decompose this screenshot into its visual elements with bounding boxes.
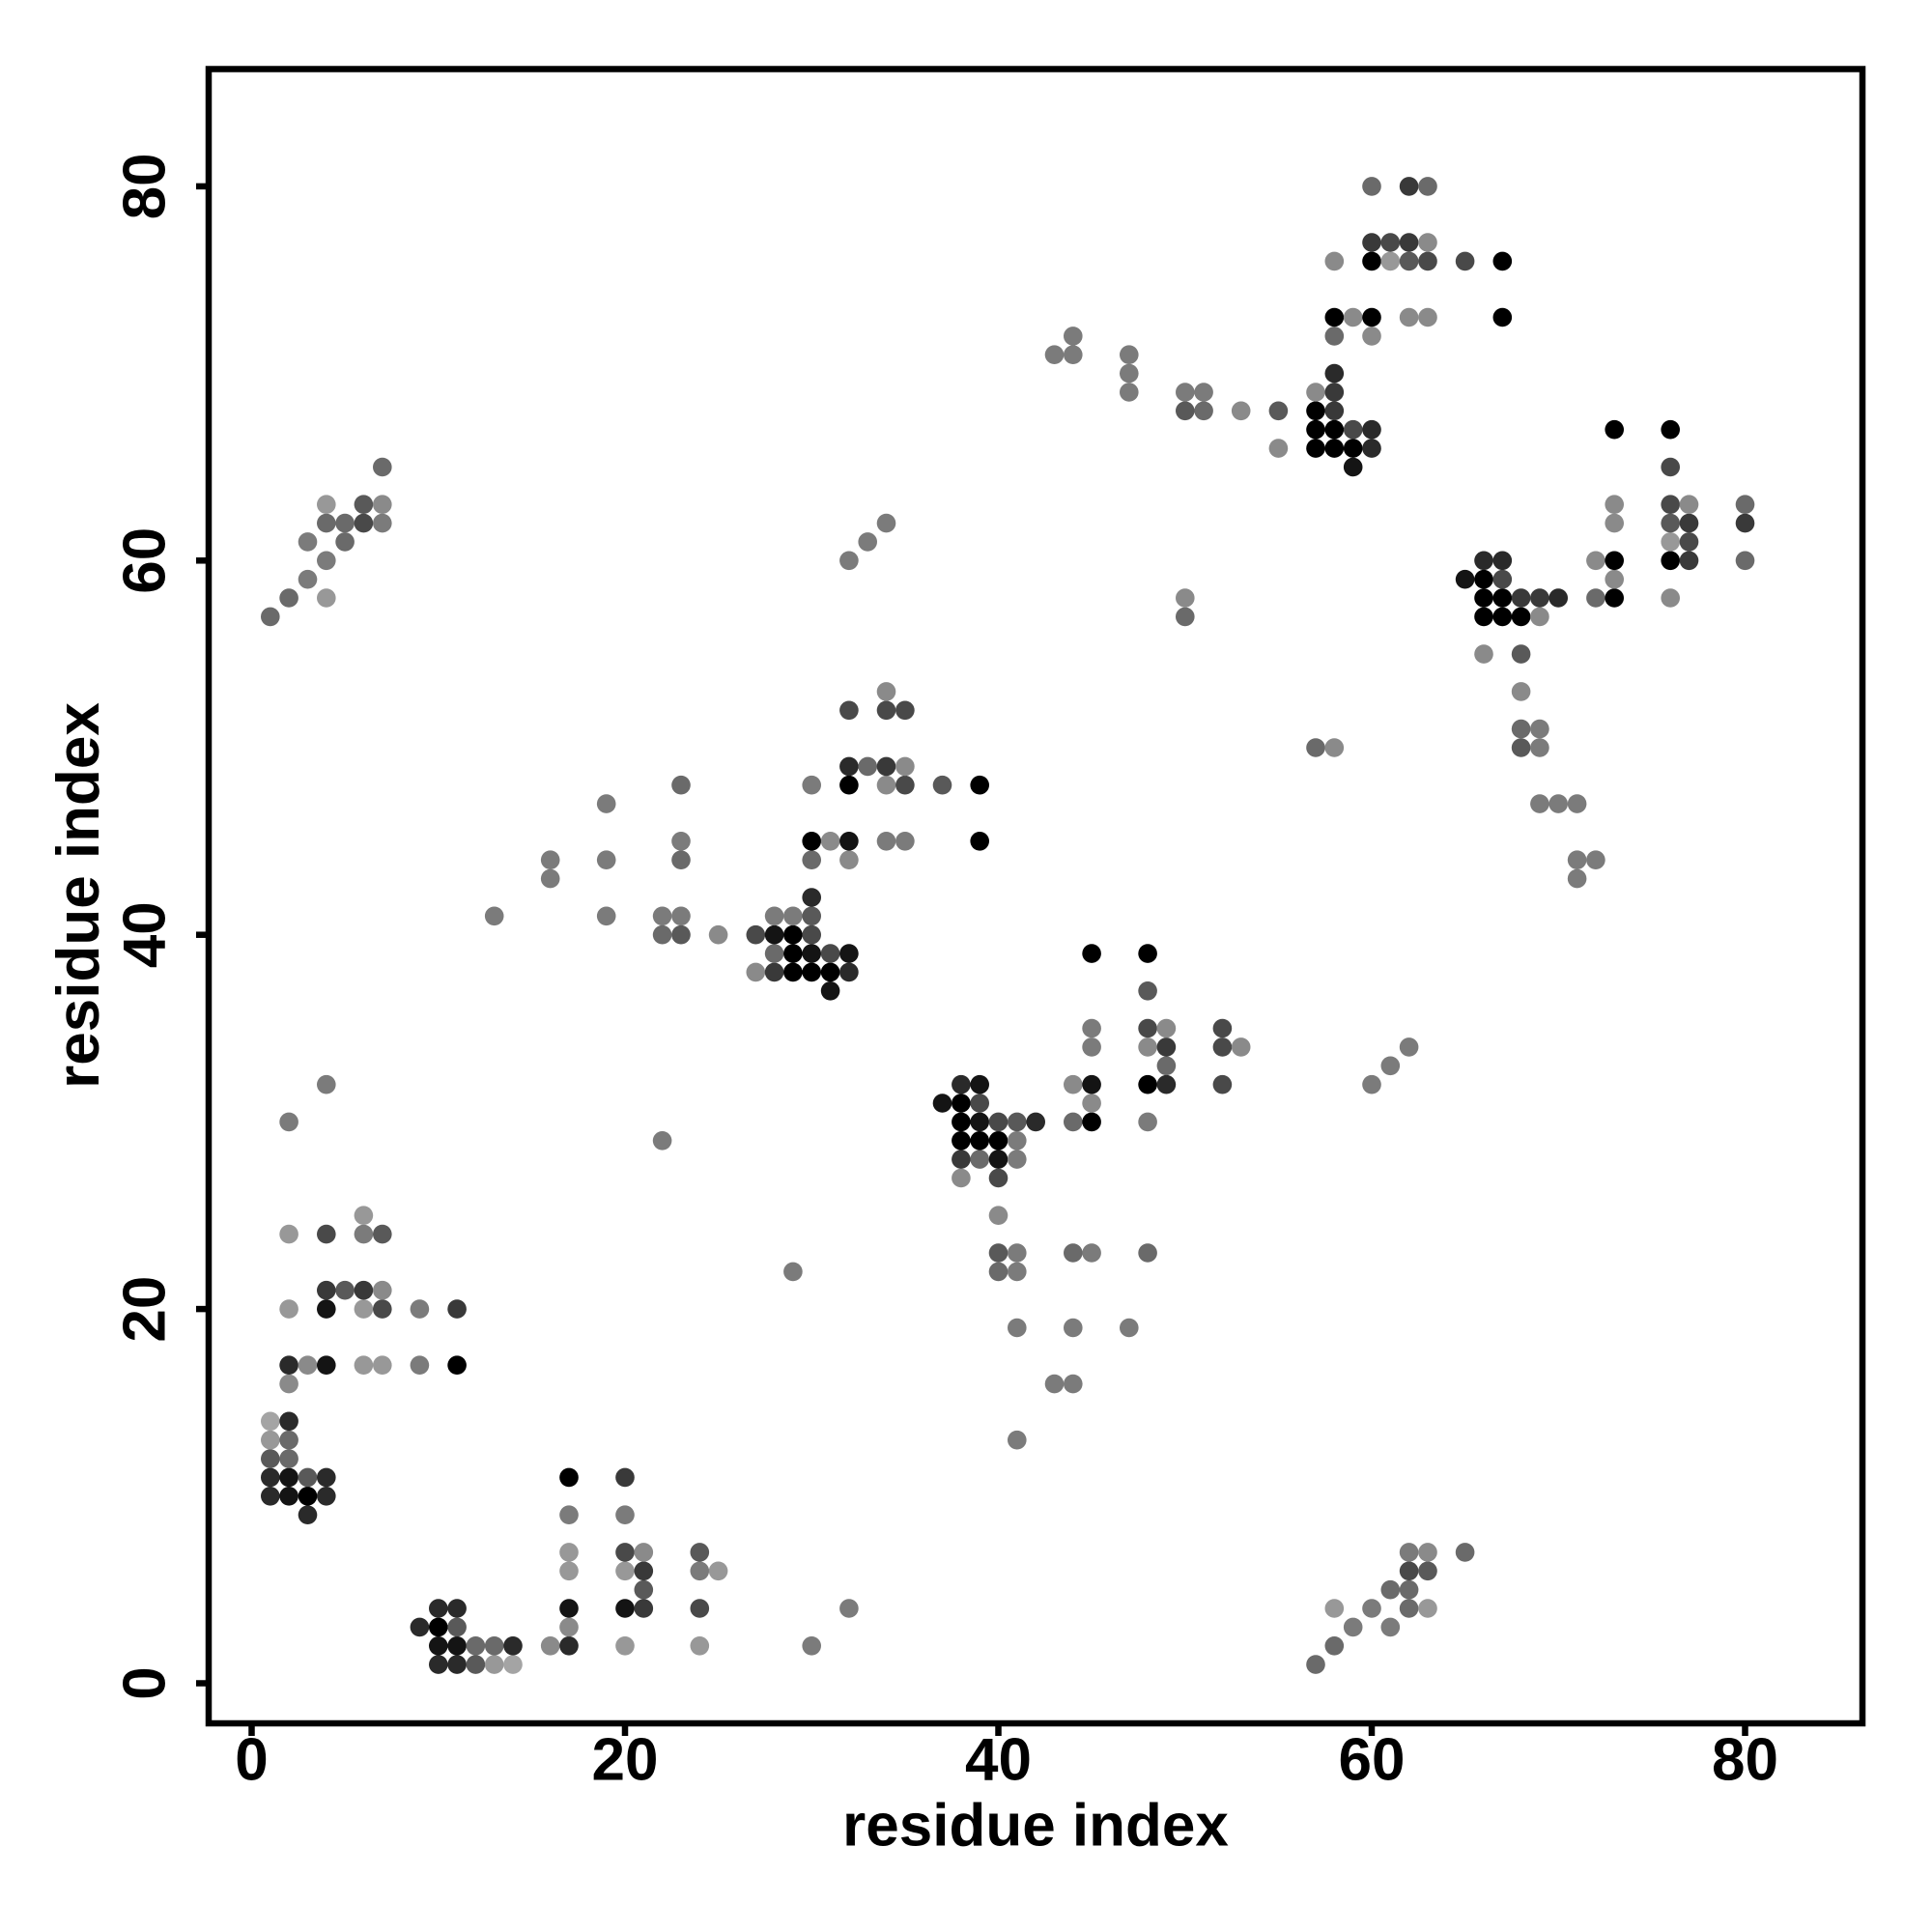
svg-text:40: 40 xyxy=(965,1727,1032,1794)
svg-text:0: 0 xyxy=(112,1666,179,1699)
svg-text:60: 60 xyxy=(112,527,179,594)
svg-text:40: 40 xyxy=(112,901,179,968)
svg-text:residue index: residue index xyxy=(842,1793,1229,1860)
svg-text:20: 20 xyxy=(592,1727,659,1794)
svg-text:80: 80 xyxy=(1712,1727,1778,1794)
svg-text:20: 20 xyxy=(112,1276,179,1343)
svg-text:0: 0 xyxy=(235,1727,268,1794)
svg-text:residue index: residue index xyxy=(45,702,112,1089)
svg-text:60: 60 xyxy=(1339,1727,1406,1794)
svg-text:80: 80 xyxy=(112,153,179,219)
